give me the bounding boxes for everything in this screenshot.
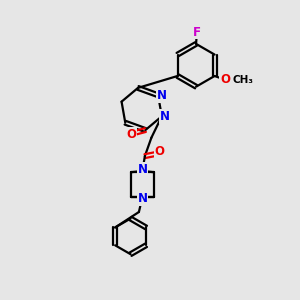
- Text: N: N: [137, 192, 148, 205]
- Text: N: N: [160, 110, 170, 123]
- Text: O: O: [155, 146, 165, 158]
- Text: N: N: [157, 89, 166, 102]
- Text: N: N: [137, 163, 148, 176]
- Text: O: O: [220, 74, 230, 86]
- Text: CH₃: CH₃: [232, 76, 254, 85]
- Text: F: F: [193, 26, 201, 38]
- Text: O: O: [126, 128, 136, 141]
